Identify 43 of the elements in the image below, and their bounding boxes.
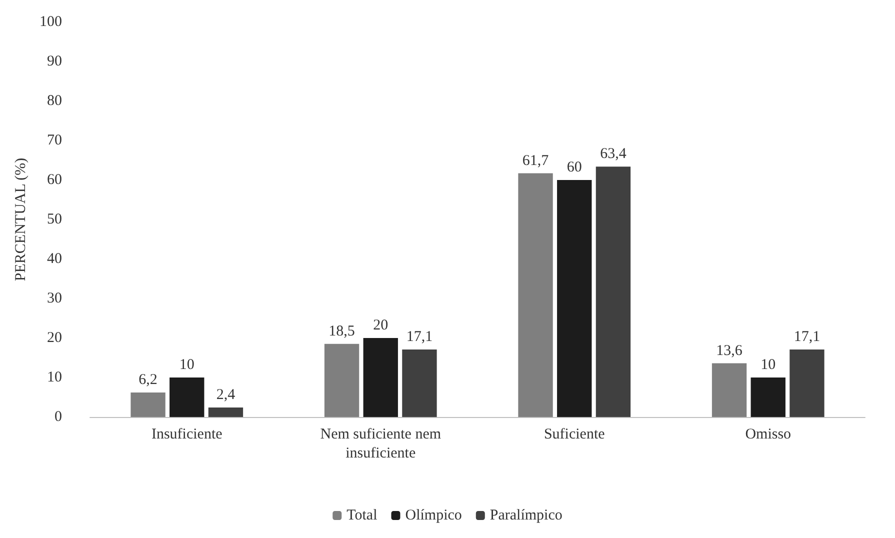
y-tick-label: 20: [47, 330, 62, 346]
bar: [790, 349, 824, 417]
x-tick-label: Nem suficiente nem insuficiente: [320, 426, 442, 462]
data-label: 2,4: [216, 387, 236, 404]
legend-label: Total: [346, 508, 378, 524]
x-tick-label: Omisso: [745, 426, 792, 442]
x-tick-label: Insuficiente: [151, 426, 223, 442]
legend-label: Olímpico: [405, 508, 462, 524]
x-tick-label: Suficiente: [544, 426, 606, 442]
y-tick-label: 60: [47, 172, 62, 188]
bar: [170, 378, 204, 417]
bar: [324, 344, 360, 417]
bar: [750, 378, 786, 417]
y-tick-label: 50: [47, 212, 62, 228]
bar: [130, 392, 166, 417]
data-label: 60: [566, 160, 582, 176]
data-label: 10: [760, 357, 776, 373]
data-label: 17,1: [406, 328, 433, 345]
data-label: 17,1: [794, 328, 820, 345]
legend-label: Paralímpico: [490, 508, 562, 524]
y-axis-title: PERCENTUAL (%): [13, 158, 30, 282]
y-tick-label: 40: [47, 251, 62, 267]
y-tick-label: 100: [40, 14, 62, 30]
y-tick-label: 90: [47, 54, 62, 70]
bar: [402, 349, 437, 417]
bar: [557, 180, 592, 417]
y-tick-label: 0: [54, 409, 62, 425]
bar: [518, 173, 553, 417]
bar: [712, 363, 747, 417]
y-tick-label: 10: [47, 370, 62, 386]
bar: [596, 166, 631, 417]
y-tick-label: 30: [47, 290, 62, 306]
data-label: 18,5: [328, 323, 355, 340]
data-label: 6,2: [138, 372, 158, 388]
y-tick-label: 70: [47, 132, 62, 148]
data-label: 10: [179, 357, 194, 373]
data-label: 63,4: [600, 146, 627, 162]
bar: [363, 338, 398, 417]
y-tick-label: 80: [47, 93, 62, 109]
data-label: 61,7: [522, 152, 550, 169]
data-label: 13,6: [716, 342, 743, 359]
bar: [208, 408, 244, 417]
data-label: 20: [373, 318, 388, 334]
